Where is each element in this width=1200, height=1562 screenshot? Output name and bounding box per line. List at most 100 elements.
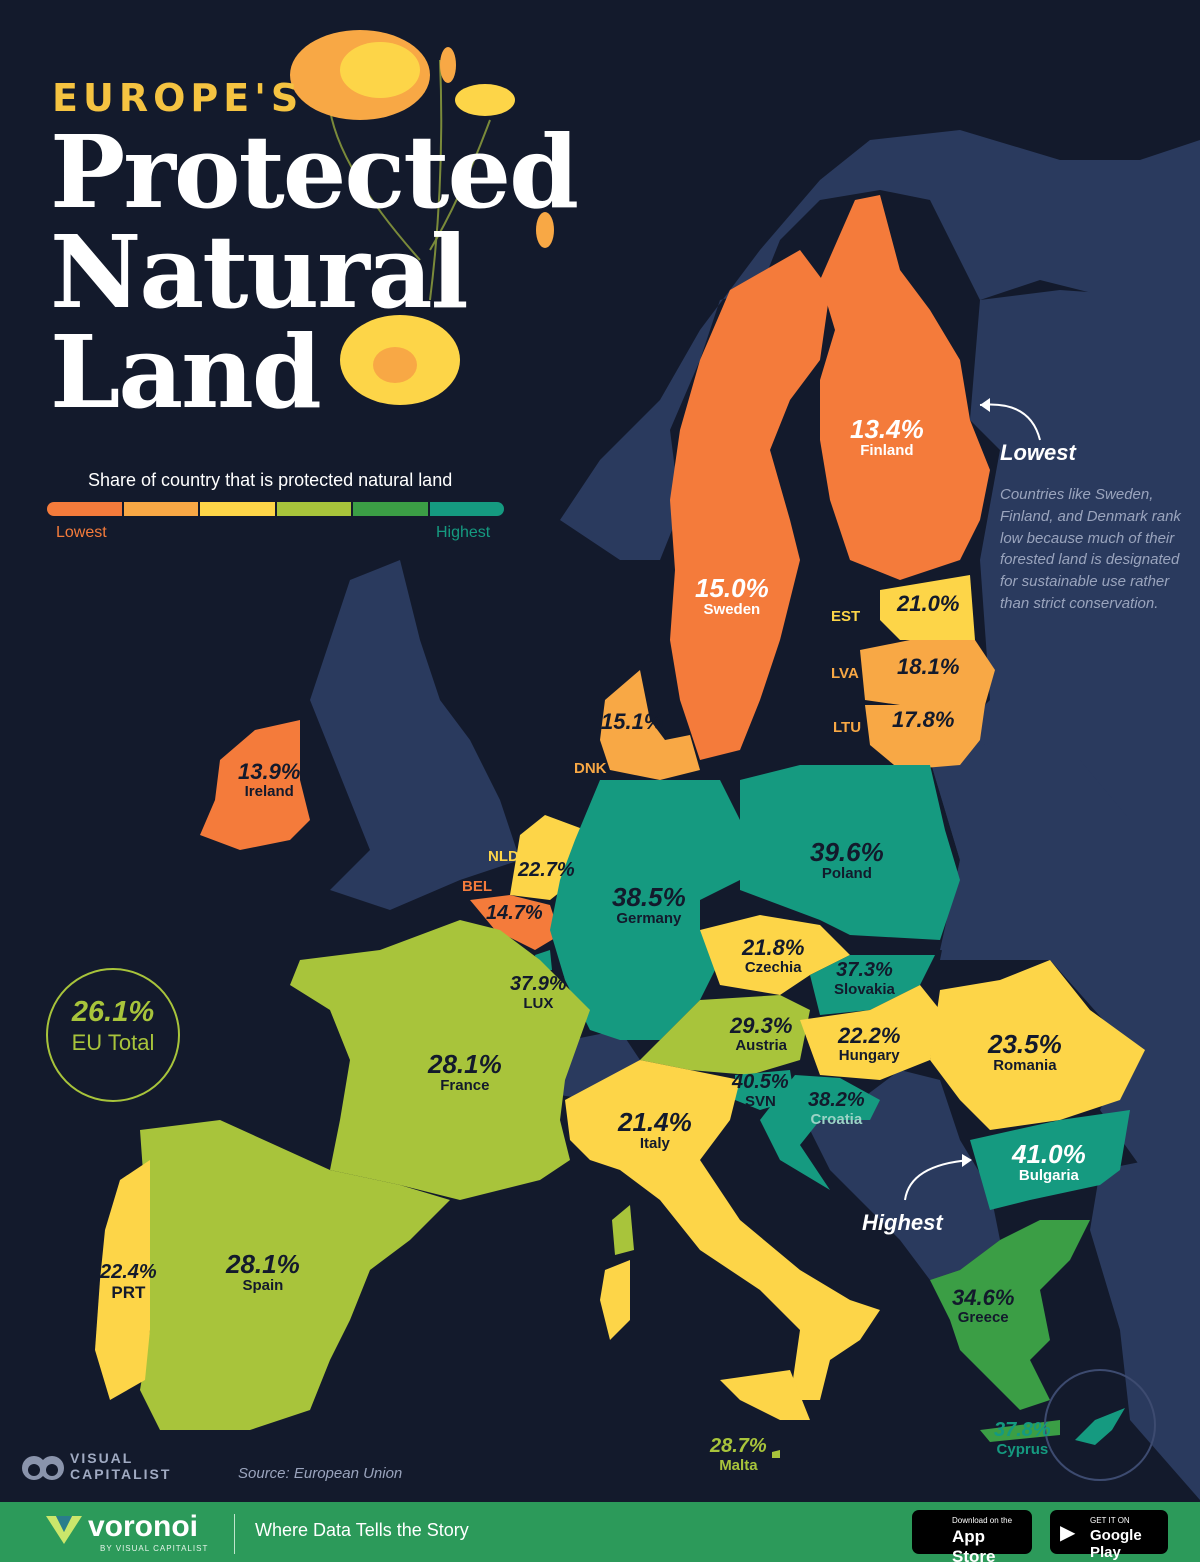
legend-swatch: [276, 502, 353, 516]
label-sweden: 15.0% Sweden: [695, 573, 769, 619]
legend-low-label: Lowest: [56, 524, 107, 541]
land-uk: [310, 560, 520, 910]
label-denmark-value: 15.1%: [601, 709, 664, 734]
app-store-button[interactable]: Download on the App Store: [912, 1510, 1032, 1562]
europe-map: [95, 30, 1200, 1500]
country-romania[interactable]: [930, 960, 1145, 1130]
title-line-1: Protected: [50, 113, 579, 231]
land-turkey: [1090, 1150, 1200, 1500]
country-germany[interactable]: [550, 780, 740, 1040]
voronoi-byline: BY VISUAL CAPITALIST: [100, 1544, 209, 1553]
footer-divider: [234, 1514, 235, 1554]
label-lithuania-value: 17.8%: [892, 707, 955, 732]
label-estonia-value: 21.0%: [897, 591, 960, 616]
label-cyprus: 37.8% Cyprus: [994, 1419, 1051, 1458]
country-portugal[interactable]: [95, 1160, 150, 1400]
voronoi-wordmark[interactable]: voronoi: [88, 1510, 198, 1543]
eu-total-value: 26.1%: [71, 996, 155, 1028]
label-latvia-name: LVA: [831, 665, 859, 682]
footer-tagline: Where Data Tells the Story: [255, 1520, 469, 1540]
country-belgium[interactable]: [470, 895, 560, 950]
annotation-highest-title: Highest: [862, 1210, 943, 1235]
lowest-arrow-head: [980, 398, 990, 412]
title-line-3: Land: [50, 313, 322, 431]
legend-swatch: [123, 502, 200, 516]
vc-line-1: VISUAL: [70, 1450, 134, 1466]
flower-decoration-icon: [290, 30, 554, 405]
country-croatia[interactable]: [760, 1075, 880, 1190]
vc-line-2: CAPITALIST: [70, 1466, 172, 1482]
country-lithuania[interactable]: [865, 705, 985, 770]
legend-swatch: [47, 502, 124, 516]
country-malta[interactable]: [772, 1450, 780, 1458]
label-bulgaria: 41.0% Bulgaria: [1012, 1139, 1086, 1185]
label-austria: 29.3% Austria: [730, 1013, 793, 1054]
country-france[interactable]: [290, 920, 590, 1200]
label-estonia-name: EST: [831, 608, 861, 625]
label-germany: 38.5% Germany: [612, 882, 686, 928]
label-latvia-value: 18.1%: [897, 654, 960, 679]
label-portugal: 22.4% PRT: [100, 1261, 157, 1302]
country-estonia[interactable]: [880, 575, 975, 640]
label-malta: 28.7% Malta: [710, 1435, 767, 1474]
google-play-label: Google Play: [1090, 1527, 1142, 1561]
legend-title: Share of country that is protected natur…: [88, 470, 453, 490]
label-slovenia: 40.5% SVN: [732, 1071, 789, 1110]
label-lithuania-name: LTU: [833, 719, 862, 736]
google-play-button[interactable]: ▶ GET IT ON Google Play: [1050, 1510, 1168, 1561]
label-denmark-name: DNK: [574, 760, 607, 777]
land-ukraine-belarus: [930, 740, 1140, 970]
country-finland[interactable]: [820, 195, 990, 580]
country-austria[interactable]: [640, 995, 810, 1075]
app-store-small-text: Download on the: [952, 1516, 1013, 1525]
country-italy-sardinia[interactable]: [600, 1260, 630, 1340]
label-croatia: 38.2% Croatia: [808, 1089, 865, 1128]
highest-arrow-head: [962, 1154, 972, 1167]
label-poland: 39.6% Poland: [810, 837, 884, 883]
country-greece-crete[interactable]: [980, 1420, 1060, 1442]
legend-high-label: Highest: [436, 524, 491, 541]
country-latvia[interactable]: [860, 640, 995, 705]
voronoi-logo-icon: [46, 1516, 82, 1544]
label-romania: 23.5% Romania: [988, 1029, 1062, 1075]
play-icon: ▶: [1060, 1522, 1076, 1544]
country-poland[interactable]: [740, 765, 960, 940]
country-czechia[interactable]: [700, 915, 850, 995]
country-sweden[interactable]: [670, 250, 830, 760]
label-luxembourg: 37.9% LUX: [510, 973, 567, 1012]
eu-total-circle: [46, 968, 180, 1102]
label-netherlands-name: NLD: [488, 848, 519, 865]
country-italy[interactable]: [565, 1060, 880, 1400]
country-greece[interactable]: [930, 1220, 1090, 1410]
label-czechia: 21.8% Czechia: [742, 935, 805, 976]
title-kicker: EUROPE'S: [52, 76, 304, 120]
legend-bar: [47, 502, 504, 516]
highest-arrow: [904, 1159, 971, 1201]
label-spain: 28.1% Spain: [226, 1249, 300, 1295]
label-belgium-value: 14.7%: [486, 902, 543, 924]
visual-capitalist-wordmark: VISUAL CAPITALIST: [70, 1450, 171, 1482]
country-slovakia[interactable]: [810, 955, 935, 1015]
visual-capitalist-logo-icon: [22, 1456, 64, 1480]
cyprus-inset-circle: [1044, 1369, 1156, 1481]
country-cyprus[interactable]: [1075, 1408, 1125, 1445]
google-play-small-text: GET IT ON: [1090, 1516, 1130, 1525]
legend-swatch: [353, 502, 430, 516]
label-hungary: 22.2% Hungary: [838, 1023, 901, 1064]
country-ireland[interactable]: [200, 720, 310, 850]
land-balkans: [800, 1070, 1000, 1280]
country-italy-sicily[interactable]: [720, 1370, 810, 1420]
label-ireland: 13.9% Ireland: [238, 759, 301, 800]
country-denmark[interactable]: [600, 670, 700, 780]
land-russia: [930, 290, 1200, 1180]
country-hungary[interactable]: [800, 985, 940, 1080]
country-corsica[interactable]: [612, 1205, 634, 1255]
label-netherlands-value: 22.7%: [518, 859, 575, 881]
label-finland: 13.4% Finland: [850, 414, 924, 460]
annotation-lowest-title: Lowest: [1000, 440, 1076, 465]
country-bulgaria[interactable]: [970, 1110, 1130, 1210]
annotation-lowest-text: Countries like Sweden, Finland, and Denm…: [1000, 486, 1181, 612]
label-france: 28.1% France: [428, 1049, 502, 1095]
country-spain[interactable]: [140, 1120, 450, 1430]
land-norway: [560, 130, 1200, 560]
